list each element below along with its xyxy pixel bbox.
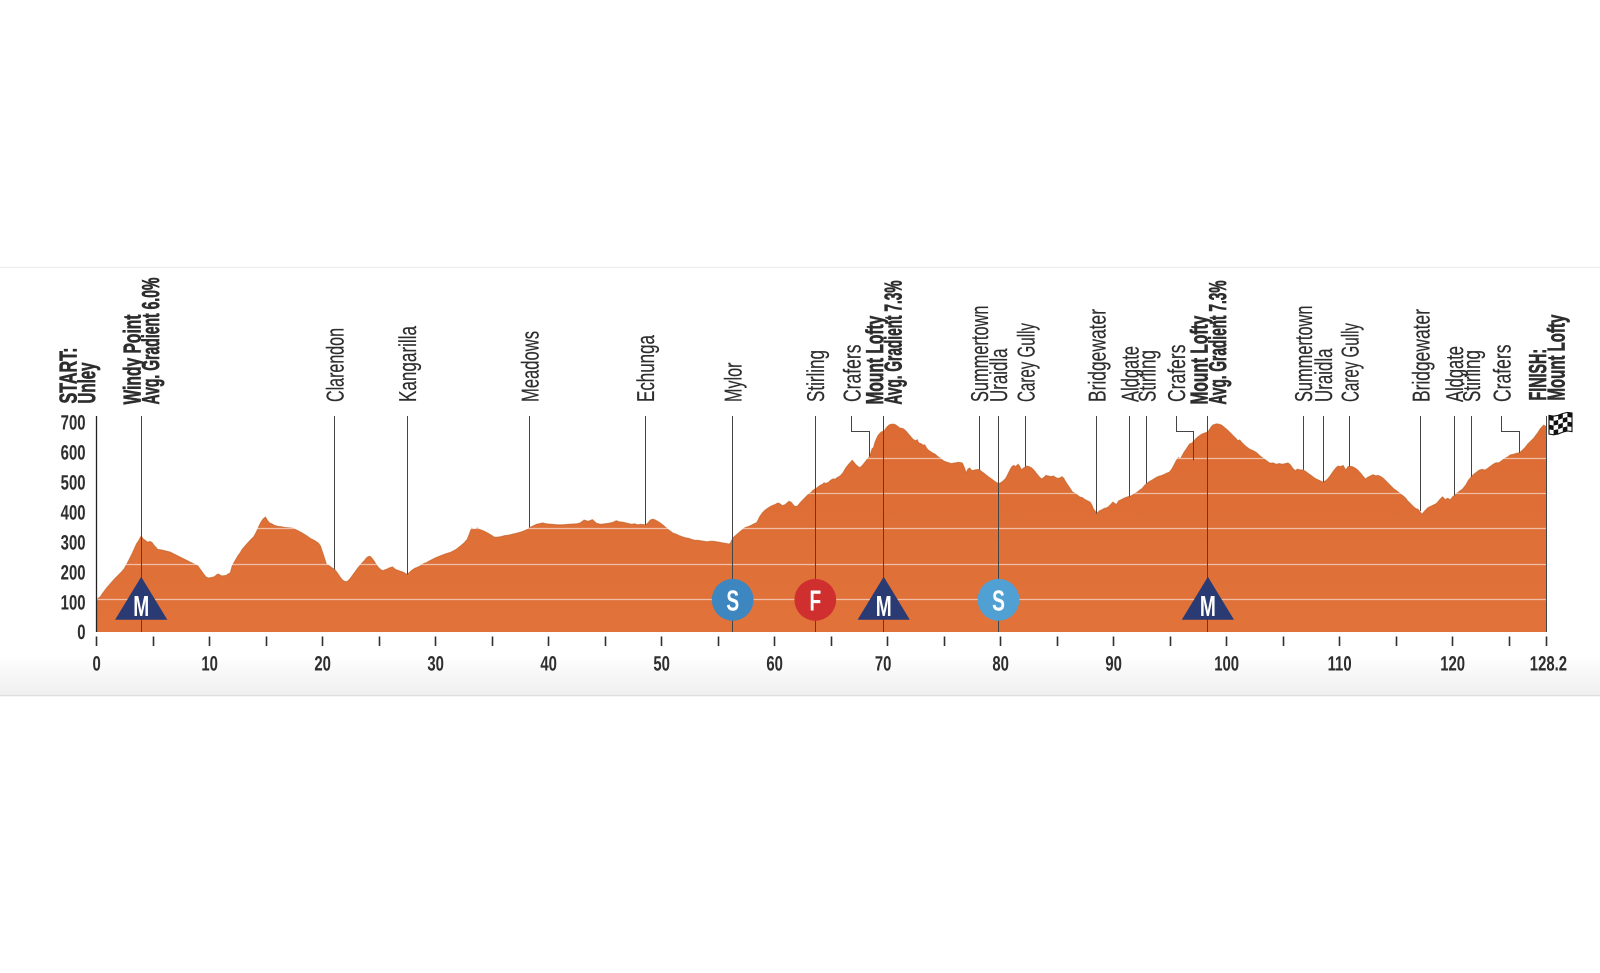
svg-text:Aldgate: Aldgate <box>1118 346 1145 402</box>
svg-text:Crafers: Crafers <box>1490 345 1517 403</box>
svg-text:50: 50 <box>653 652 670 675</box>
svg-text:Crafers: Crafers <box>840 345 867 403</box>
svg-text:120: 120 <box>1440 652 1465 675</box>
svg-text:110: 110 <box>1328 652 1352 675</box>
svg-text:Uraidla: Uraidla <box>986 348 1013 402</box>
svg-text:Bridgewater: Bridgewater <box>1409 309 1436 402</box>
svg-text:Crafers: Crafers <box>1164 345 1191 403</box>
svg-text:Clarendon: Clarendon <box>322 328 349 402</box>
svg-text:0: 0 <box>77 621 85 644</box>
svg-text:30: 30 <box>427 652 444 675</box>
svg-text:40: 40 <box>540 652 557 675</box>
svg-text:100: 100 <box>61 591 86 614</box>
svg-text:START:: START: <box>56 348 83 404</box>
svg-text:Mylor: Mylor <box>721 363 748 403</box>
svg-text:Avg. Gradient 7.3%: Avg. Gradient 7.3% <box>1205 280 1232 404</box>
svg-text:Bridgewater: Bridgewater <box>1085 309 1112 402</box>
svg-text:M: M <box>876 591 892 623</box>
svg-text:600: 600 <box>61 442 86 465</box>
svg-text:400: 400 <box>61 502 86 525</box>
svg-text:FINISH:: FINISH: <box>1525 349 1552 401</box>
svg-text:0: 0 <box>92 652 100 675</box>
svg-text:Echunga: Echunga <box>633 335 660 402</box>
svg-text:Unley: Unley <box>74 362 101 403</box>
svg-text:70: 70 <box>875 652 892 675</box>
svg-text:Carey Gully: Carey Gully <box>1014 323 1041 402</box>
svg-text:S: S <box>726 586 739 618</box>
svg-text:M: M <box>1200 591 1216 623</box>
svg-text:Mount Lofty: Mount Lofty <box>1544 314 1571 400</box>
svg-text:Mount Lofty: Mount Lofty <box>862 315 889 404</box>
svg-text:700: 700 <box>61 412 86 435</box>
svg-text:Stirling: Stirling <box>803 350 830 402</box>
svg-text:128.2: 128.2 <box>1530 652 1567 675</box>
svg-text:10: 10 <box>201 652 218 675</box>
svg-text:Summertown: Summertown <box>1291 306 1318 403</box>
svg-text:Windy Point: Windy Point <box>120 315 147 405</box>
svg-text:300: 300 <box>61 531 86 554</box>
svg-text:Stirling: Stirling <box>1135 350 1162 402</box>
svg-text:M: M <box>133 591 149 623</box>
svg-text:S: S <box>992 586 1005 618</box>
svg-text:Mount Lofty: Mount Lofty <box>1186 315 1213 404</box>
svg-text:Carey Gully: Carey Gully <box>1338 323 1365 402</box>
svg-text:60: 60 <box>766 652 783 675</box>
svg-text:F: F <box>809 586 821 618</box>
svg-text:80: 80 <box>992 652 1009 675</box>
svg-text:90: 90 <box>1105 652 1122 675</box>
svg-text:Summertown: Summertown <box>967 306 994 403</box>
svg-text:500: 500 <box>61 472 86 495</box>
svg-text:200: 200 <box>61 561 86 584</box>
svg-text:20: 20 <box>314 652 331 675</box>
svg-text:Avg. Gradient 6.0%: Avg. Gradient 6.0% <box>138 277 165 404</box>
svg-text:100: 100 <box>1214 652 1239 675</box>
svg-text:Avg. Gradient 7.3%: Avg. Gradient 7.3% <box>881 280 908 404</box>
svg-text:Uraidla: Uraidla <box>1311 348 1338 402</box>
svg-text:Stirling: Stirling <box>1459 350 1486 402</box>
svg-text:Meadows: Meadows <box>518 331 545 402</box>
svg-text:Aldgate: Aldgate <box>1442 346 1469 402</box>
svg-text:Kangarilla: Kangarilla <box>395 326 422 402</box>
